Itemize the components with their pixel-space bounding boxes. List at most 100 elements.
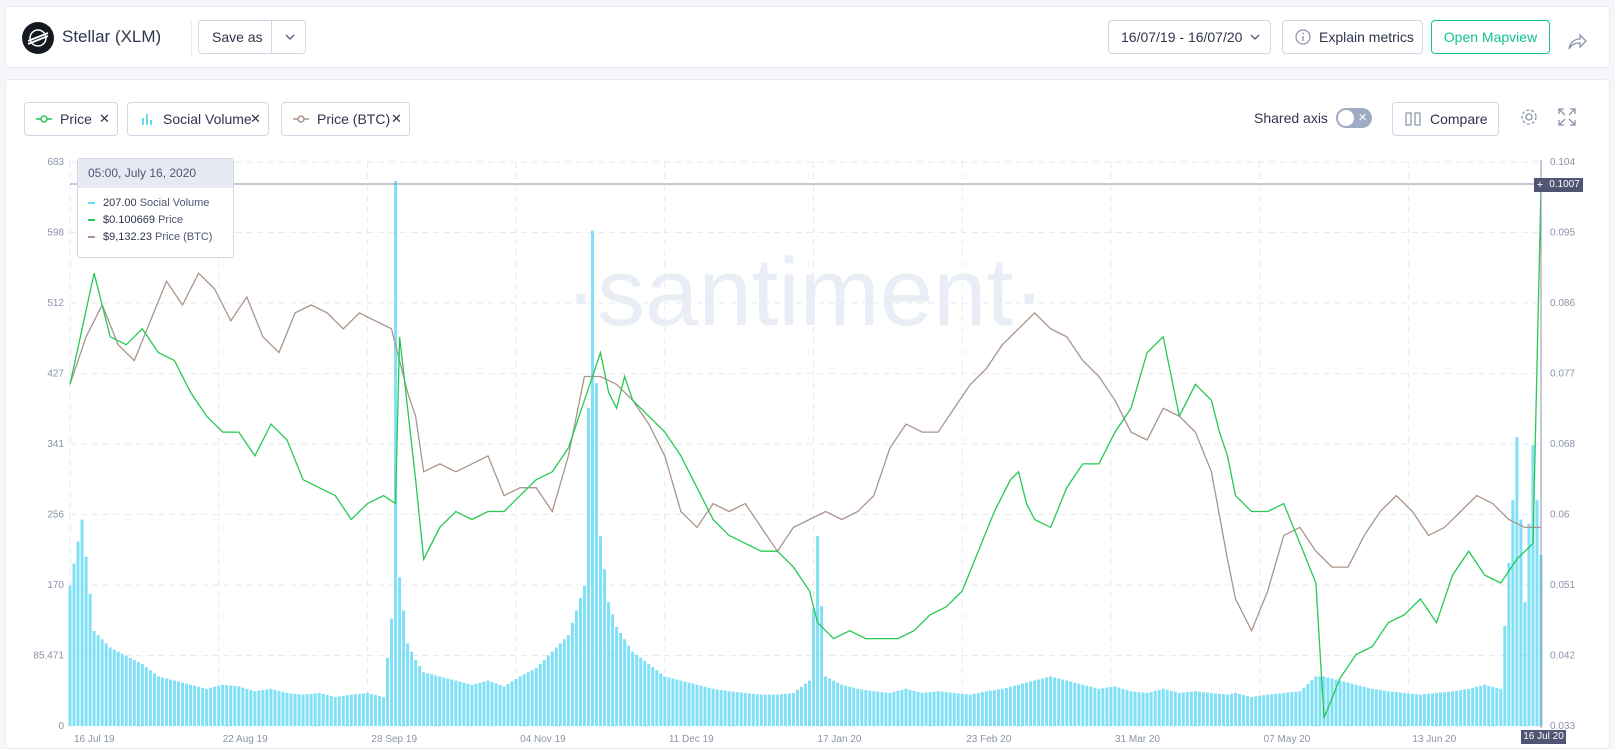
social-volume-bar: [566, 635, 570, 726]
chevron-down-icon[interactable]: [282, 21, 298, 53]
left-tick-label: 256: [47, 510, 64, 521]
social-volume-bar: [530, 670, 534, 726]
social-volume-bar: [92, 631, 96, 726]
social-volume-bar: [124, 655, 128, 726]
social-volume-bar: [558, 643, 562, 726]
social-volume-bar: [297, 694, 301, 726]
watermark: ·santiment·: [565, 239, 1045, 346]
social-volume-bar: [1503, 625, 1507, 726]
social-volume-bar: [647, 664, 651, 726]
left-tick-label: 85.471: [33, 651, 64, 662]
plus-icon[interactable]: +: [1534, 178, 1546, 192]
social-volume-bar: [285, 692, 289, 726]
social-volume-bar: [944, 692, 948, 726]
social-volume-bar: [844, 685, 848, 726]
social-volume-bar: [1121, 688, 1125, 726]
date-range-label: 16/07/19 - 16/07/20: [1121, 29, 1243, 45]
social-volume-bar: [1402, 692, 1406, 726]
social-volume-bar: [172, 680, 176, 726]
social-volume-bar: [337, 696, 341, 726]
metric-chip-price[interactable]: Price ✕: [24, 102, 118, 136]
shared-axis-toggle[interactable]: ✕: [1336, 108, 1372, 128]
tooltip-date: 05:00, July 16, 2020: [78, 159, 233, 188]
social-volume-bar: [1077, 683, 1081, 726]
social-volume-bar: [1406, 693, 1410, 726]
social-volume-bar: [100, 639, 104, 726]
social-volume-bar: [164, 678, 168, 726]
social-volume-bar: [406, 643, 410, 726]
social-volume-bar: [1242, 695, 1246, 726]
social-volume-bar: [261, 690, 265, 726]
date-range-picker[interactable]: 16/07/19 - 16/07/20: [1108, 20, 1271, 54]
line-metric-icon: [36, 115, 52, 123]
social-volume-bar: [884, 692, 888, 726]
social-volume-bar: [864, 690, 868, 726]
close-icon[interactable]: ✕: [391, 111, 402, 126]
social-volume-bar: [816, 536, 820, 726]
social-volume-bar: [916, 691, 920, 726]
social-volume-bar: [390, 618, 394, 726]
social-volume-bar: [759, 694, 763, 726]
social-volume-bar: [269, 688, 273, 726]
open-mapview-button[interactable]: Open Mapview: [1431, 20, 1550, 54]
close-icon[interactable]: ✕: [250, 111, 261, 126]
close-icon[interactable]: ✕: [99, 111, 110, 126]
social-volume-bar: [928, 692, 932, 726]
x-tick-label: 13 Jun 20: [1412, 734, 1456, 745]
save-as-button[interactable]: Save as: [198, 20, 306, 54]
social-volume-bar: [992, 690, 996, 726]
social-volume-bar: [711, 688, 715, 726]
social-volume-bar: [743, 692, 747, 726]
social-volume-bar: [317, 692, 321, 726]
divider: [271, 21, 272, 53]
social-volume-bar: [1025, 682, 1029, 726]
social-volume-bar: [1262, 695, 1266, 726]
social-volume-bar: [1435, 692, 1439, 726]
social-volume-bar: [872, 691, 876, 726]
social-volume-bar: [683, 681, 687, 726]
share-icon[interactable]: [1567, 33, 1587, 51]
social-volume-bar: [506, 683, 510, 726]
social-volume-bar: [534, 668, 538, 726]
social-volume-bar: [1426, 693, 1430, 726]
metric-chip-price-btc[interactable]: Price (BTC) ✕: [281, 102, 410, 136]
right-axis: 0.104 0.095 0.086 0.077 0.068 0.06 0.051 0.042 0…: [1550, 157, 1575, 732]
social-volume-bar: [1197, 691, 1201, 726]
social-volume-bar: [1479, 685, 1483, 726]
compare-button[interactable]: Compare: [1392, 102, 1499, 136]
tooltip-row: $9,132.23 Price (BTC): [88, 230, 212, 244]
social-volume-bar: [735, 692, 739, 726]
social-volume-bar: [349, 694, 353, 726]
social-volume-bar: [253, 691, 257, 726]
price-btc-line: [69, 272, 1541, 633]
social-volume-bar: [615, 626, 619, 726]
social-volume-bar: [478, 682, 482, 726]
social-volume-bar: [1322, 676, 1326, 726]
top-bar: Stellar (XLM) Save as 16/07/19 - 16/07/2…: [5, 6, 1610, 68]
social-volume-bar: [635, 654, 639, 726]
gear-icon[interactable]: [1520, 108, 1538, 126]
social-volume-bar: [904, 688, 908, 726]
social-volume-bar: [265, 689, 269, 726]
social-volume-bar: [1455, 690, 1459, 726]
social-volume-bar: [193, 685, 197, 726]
explain-metrics-button[interactable]: Explain metrics: [1282, 20, 1423, 54]
social-volume-bar: [1527, 523, 1531, 726]
social-volume-bar: [213, 686, 217, 726]
social-volume-bar: [960, 693, 964, 726]
social-volume-bar: [779, 694, 783, 726]
social-volume-bar: [719, 690, 723, 726]
social-volume-bar: [908, 689, 912, 726]
metric-chip-social-volume[interactable]: Social Volume ✕: [127, 102, 269, 136]
social-volume-bar: [136, 662, 140, 726]
tooltip-value: $0.100669: [103, 214, 155, 226]
cursor-value-label: 0.1007: [1546, 178, 1583, 192]
social-volume-bar: [888, 692, 892, 726]
fullscreen-icon[interactable]: [1558, 108, 1576, 126]
social-volume-bar: [956, 693, 960, 726]
social-volume-bar: [1467, 688, 1471, 726]
social-volume-bar: [289, 693, 293, 726]
social-volume-bar: [209, 687, 213, 726]
social-volume-bar: [1278, 693, 1282, 726]
